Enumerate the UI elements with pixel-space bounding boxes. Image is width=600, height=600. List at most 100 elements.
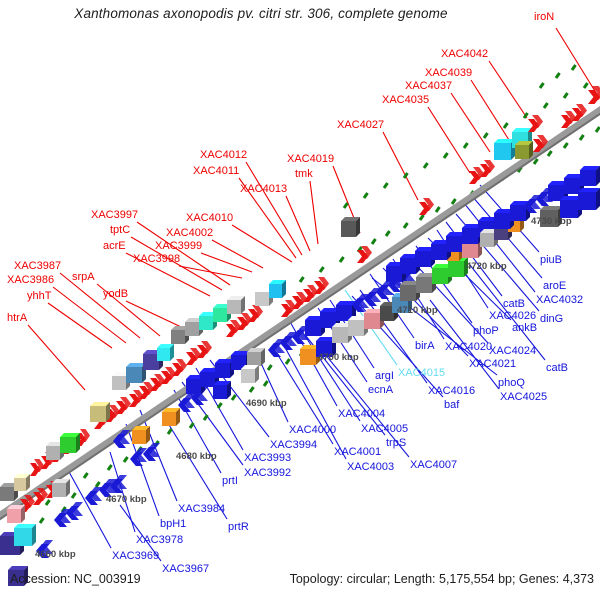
gene-feature-forward[interactable] bbox=[314, 277, 329, 294]
gene-feature-reverse[interactable] bbox=[162, 408, 180, 426]
gene-feature-reverse-front[interactable] bbox=[480, 233, 494, 247]
gene-feature-reverse-front[interactable] bbox=[186, 379, 201, 394]
gene-feature-reverse-front[interactable] bbox=[462, 242, 478, 258]
gene-feature-reverse[interactable] bbox=[132, 426, 150, 444]
gene-feature-forward[interactable] bbox=[33, 488, 48, 505]
gene-feature-reverse[interactable] bbox=[8, 566, 28, 586]
gene-label-argI[interactable]: argI bbox=[375, 370, 394, 382]
gene-label-XAC4005[interactable]: XAC4005 bbox=[361, 423, 409, 435]
gene-feature-reverse[interactable] bbox=[85, 487, 102, 505]
gene-feature-reverse[interactable] bbox=[99, 479, 116, 497]
gene-feature-forward-front[interactable] bbox=[561, 115, 572, 128]
gene-feature-forward[interactable] bbox=[303, 285, 318, 302]
gene-feature-reverse-front[interactable] bbox=[66, 506, 79, 520]
gene-feature-forward[interactable] bbox=[161, 367, 176, 384]
gene-feature-reverse-front[interactable] bbox=[364, 292, 377, 306]
gene-feature-forward-front[interactable] bbox=[46, 446, 60, 460]
gene-feature-forward[interactable] bbox=[269, 280, 286, 298]
gene-feature-forward[interactable] bbox=[129, 390, 144, 407]
gene-feature-forward[interactable] bbox=[480, 160, 495, 177]
gene-label-XAC4013[interactable]: XAC4013 bbox=[240, 183, 288, 195]
gene-label-prtR[interactable]: prtR bbox=[228, 521, 249, 533]
gene-feature-reverse[interactable] bbox=[36, 540, 53, 558]
gene-feature-forward-front[interactable] bbox=[90, 406, 106, 422]
gene-label-XAC4020[interactable]: XAC4020 bbox=[445, 341, 493, 353]
gene-feature-reverse[interactable] bbox=[348, 316, 368, 336]
gene-feature-forward[interactable] bbox=[533, 135, 548, 152]
gene-label-XAC3984[interactable]: XAC3984 bbox=[178, 503, 226, 515]
gene-feature-reverse-front[interactable] bbox=[376, 285, 389, 299]
gene-feature-forward[interactable] bbox=[341, 217, 360, 237]
gene-feature-forward-front[interactable] bbox=[314, 281, 325, 294]
gene-feature-reverse-front[interactable] bbox=[448, 261, 464, 277]
gene-feature-forward-front[interactable] bbox=[572, 108, 583, 121]
gene-feature-reverse-front[interactable] bbox=[191, 391, 204, 405]
gene-feature-reverse-front[interactable] bbox=[415, 251, 431, 267]
gene-feature-reverse-front[interactable] bbox=[524, 199, 537, 213]
gene-feature-reverse-front[interactable] bbox=[85, 491, 98, 505]
gene-feature-forward-front[interactable] bbox=[341, 221, 356, 237]
gene-feature-reverse[interactable] bbox=[524, 195, 541, 213]
gene-label-phoP[interactable]: phoP bbox=[473, 325, 499, 337]
gene-feature-forward-front[interactable] bbox=[60, 437, 76, 453]
gene-feature-forward-front[interactable] bbox=[150, 378, 161, 391]
gene-label-XAC4024[interactable]: XAC4024 bbox=[489, 345, 537, 357]
gene-feature-forward[interactable] bbox=[60, 433, 80, 453]
gene-label-piuB[interactable]: piuB bbox=[540, 254, 563, 266]
gene-feature-reverse-front[interactable] bbox=[215, 363, 230, 378]
gene-label-XAC4001[interactable]: XAC4001 bbox=[334, 446, 382, 458]
gene-feature-forward-front[interactable] bbox=[186, 352, 197, 365]
genome-backbone-group[interactable] bbox=[0, 103, 600, 522]
gene-feature-forward[interactable] bbox=[237, 313, 252, 330]
gene-feature-reverse-front[interactable] bbox=[113, 434, 126, 448]
gene-label-dinG[interactable]: dinG bbox=[540, 313, 564, 325]
gene-feature-reverse-front[interactable] bbox=[36, 544, 49, 558]
gene-label-XAC3969[interactable]: XAC3969 bbox=[112, 550, 160, 562]
gene-feature-reverse-front[interactable] bbox=[332, 327, 348, 343]
gene-feature-forward-front[interactable] bbox=[14, 478, 26, 491]
gene-feature-forward-front[interactable] bbox=[469, 171, 480, 184]
gene-feature-forward-front[interactable] bbox=[172, 363, 183, 376]
gene-feature-reverse-front[interactable] bbox=[380, 306, 394, 321]
gene-label-XAC3999[interactable]: XAC3999 bbox=[155, 240, 203, 252]
gene-label-XAC4032[interactable]: XAC4032 bbox=[536, 294, 584, 306]
gene-label-tmk[interactable]: tmk bbox=[295, 168, 313, 180]
gene-feature-forward[interactable] bbox=[419, 198, 434, 215]
gene-feature-forward-front[interactable] bbox=[126, 367, 142, 383]
gene-feature-reverse-front[interactable] bbox=[8, 570, 24, 586]
gene-label-XAC3992[interactable]: XAC3992 bbox=[244, 467, 292, 479]
gene-feature-forward[interactable] bbox=[14, 474, 30, 491]
gene-label-catB[interactable]: catB bbox=[546, 362, 569, 374]
gene-feature-reverse-front[interactable] bbox=[132, 430, 146, 444]
gene-feature-forward[interactable] bbox=[116, 397, 131, 414]
gene-feature-forward-front[interactable] bbox=[480, 164, 491, 177]
gene-feature-forward[interactable] bbox=[494, 139, 515, 160]
gene-feature-reverse-front[interactable] bbox=[386, 266, 402, 282]
gene-label-XAC4012[interactable]: XAC4012 bbox=[200, 149, 248, 161]
gene-label-tptC[interactable]: tptC bbox=[110, 224, 131, 236]
gene-feature-reverse-front[interactable] bbox=[578, 192, 596, 210]
gene-label-XAC4016[interactable]: XAC4016 bbox=[428, 385, 476, 397]
gene-feature-forward[interactable] bbox=[7, 505, 25, 523]
gene-label-phoQ[interactable]: phoQ bbox=[498, 377, 525, 389]
gene-feature-forward-front[interactable] bbox=[157, 348, 170, 361]
gene-label-baf[interactable]: baf bbox=[444, 399, 460, 411]
gene-feature-forward-front[interactable] bbox=[515, 145, 529, 159]
gene-label-XAC3986[interactable]: XAC3986 bbox=[7, 274, 55, 286]
gene-feature-reverse-front[interactable] bbox=[54, 513, 67, 527]
gene-feature-reverse[interactable] bbox=[213, 381, 231, 399]
gene-label-XAC3993[interactable]: XAC3993 bbox=[244, 452, 292, 464]
gene-feature-forward-front[interactable] bbox=[303, 289, 314, 302]
gene-feature-forward[interactable] bbox=[157, 344, 174, 361]
gene-feature-forward-front[interactable] bbox=[528, 119, 539, 132]
gene-feature-forward-front[interactable] bbox=[533, 139, 544, 152]
gene-label-XAC4003[interactable]: XAC4003 bbox=[347, 461, 395, 473]
gene-feature-reverse-front[interactable] bbox=[432, 268, 448, 284]
gene-feature-reverse[interactable] bbox=[110, 475, 127, 493]
gene-feature-forward-front[interactable] bbox=[112, 376, 126, 390]
gene-feature-forward-front[interactable] bbox=[143, 354, 159, 370]
gene-feature-forward-front[interactable] bbox=[494, 143, 511, 160]
gene-label-XAC4000[interactable]: XAC4000 bbox=[289, 424, 337, 436]
gene-feature-forward-front[interactable] bbox=[30, 463, 40, 476]
